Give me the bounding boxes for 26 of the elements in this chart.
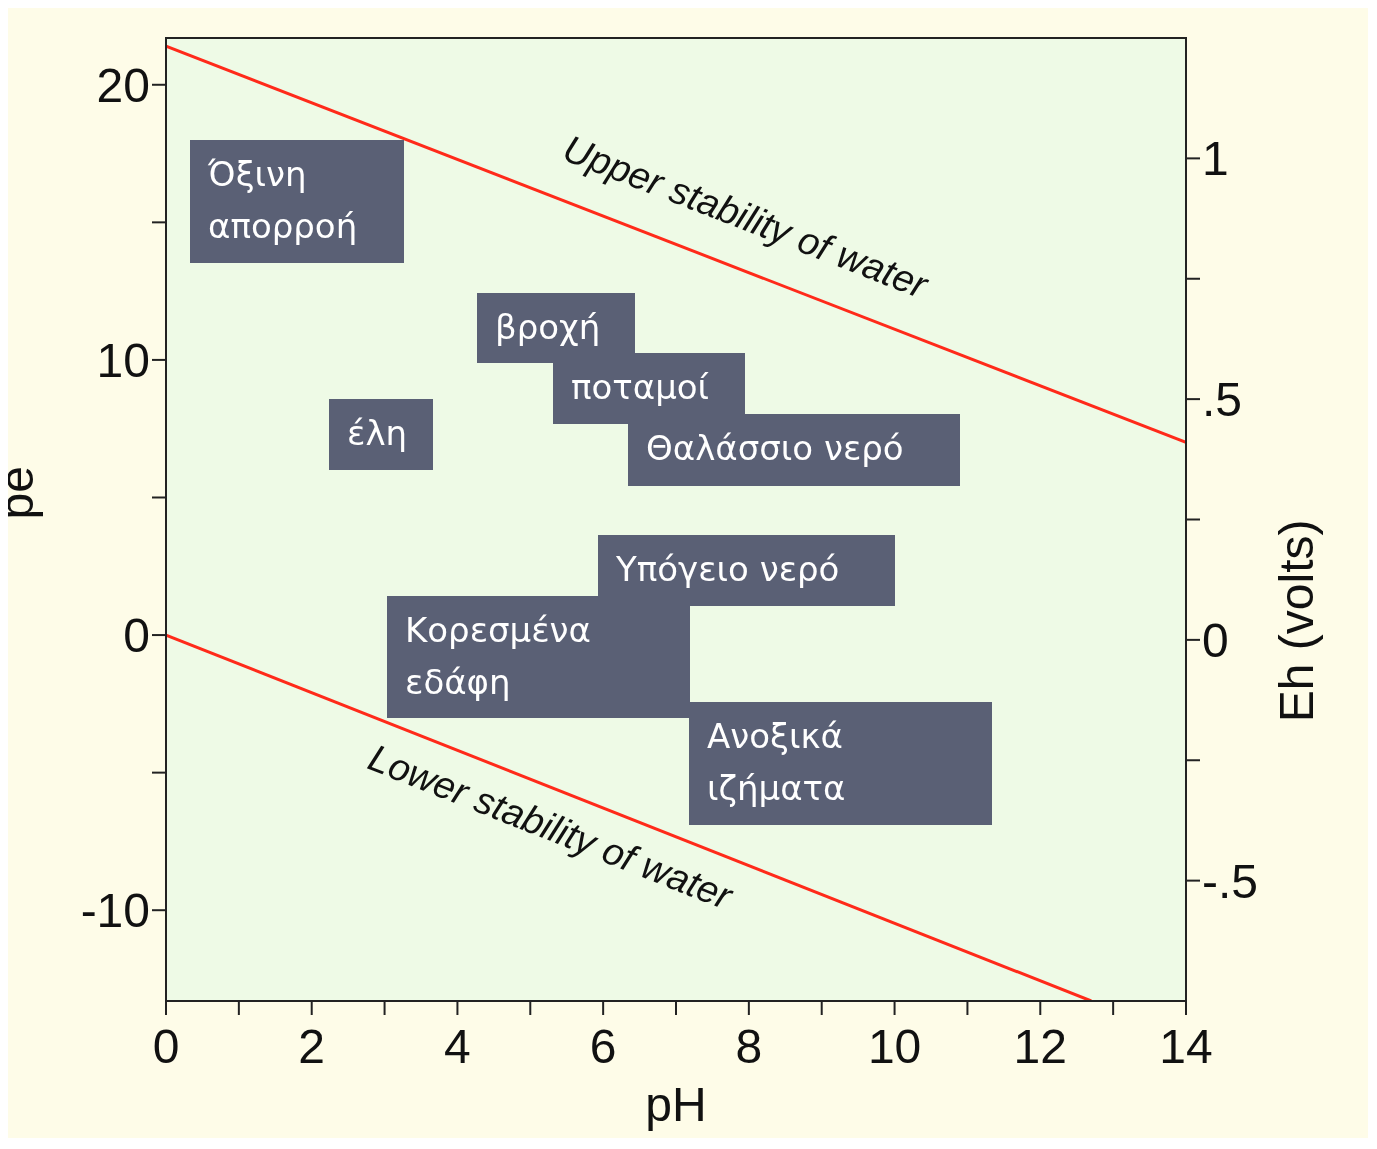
y2-tick-label: -.5: [1202, 854, 1259, 908]
y2-axis-title: Eh (volts): [1270, 519, 1324, 723]
annotation: Ανοξικά ιζήματα: [707, 715, 847, 810]
y-tick-label: -10: [80, 884, 150, 938]
x-tick-label: 2: [298, 1020, 326, 1074]
x-tick-label: 12: [1013, 1020, 1067, 1074]
y-tick-label: 0: [123, 609, 150, 663]
x-tick-label: 4: [444, 1020, 471, 1074]
y-tick-label: 20: [96, 58, 150, 112]
annotation: Κορεσμένα εδάφη: [405, 609, 593, 704]
annotation: έλη: [347, 412, 409, 455]
annotation: βροχή: [495, 307, 601, 347]
x-tick-label: 14: [1159, 1020, 1213, 1074]
text: Upper stability of water: [557, 127, 935, 307]
x-tick-label: 8: [735, 1020, 763, 1074]
annotation: Όξινη απορροή: [208, 153, 359, 248]
annotation: ποταμοί: [571, 366, 711, 409]
x-tick-label: 6: [589, 1020, 617, 1074]
y2-tick-label: 1: [1202, 132, 1229, 186]
y-tick-label: 10: [96, 333, 150, 387]
annotation: Θαλάσσιο νερό: [646, 427, 905, 470]
y2-tick-label: .5: [1202, 373, 1243, 427]
x-tick-label: 10: [867, 1020, 922, 1074]
annotation: Υπόγειο νερό: [616, 548, 841, 591]
y2-tick-label: 0: [1202, 613, 1229, 667]
x-axis-title: pH: [645, 1078, 707, 1131]
